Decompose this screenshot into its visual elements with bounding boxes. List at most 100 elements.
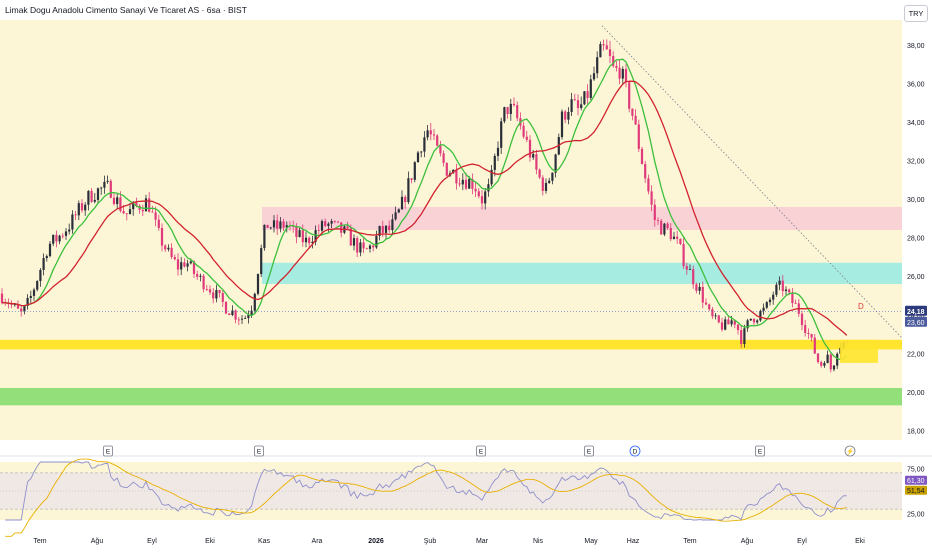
event-marker[interactable]: E [103, 445, 113, 457]
candle-body [701, 286, 704, 303]
candle-body [749, 318, 752, 321]
candle-body [429, 130, 432, 135]
candle-body [205, 289, 208, 290]
candle-body [58, 235, 61, 242]
candle-body [660, 220, 663, 235]
rsi-axis: 25,00 75,00 [907, 466, 925, 518]
candle-body [314, 230, 317, 242]
candle-body [781, 280, 784, 292]
candle-body [330, 221, 333, 224]
candle-body [759, 310, 762, 321]
price-tick-label: 28,00 [907, 236, 925, 243]
candle-body [96, 188, 100, 200]
candle-body [666, 223, 669, 229]
candle-body [39, 269, 42, 282]
event-marker[interactable]: E [476, 445, 486, 457]
candle-body [218, 289, 221, 294]
zone-red [262, 206, 902, 230]
candle-body [256, 274, 260, 294]
candle-body [634, 115, 637, 125]
zone-green [0, 387, 902, 406]
price-axis: 18,00 20,00 22,00 24,00 26,00 28,00 30,00 32,00… [907, 43, 925, 435]
candle-body [704, 302, 708, 305]
event-marker-label: E [587, 449, 592, 456]
event-marker-label: D [633, 449, 638, 456]
event-marker[interactable]: D [629, 445, 641, 457]
candle-body [106, 180, 109, 182]
candle-body [183, 262, 186, 267]
candle-body [500, 121, 503, 148]
candle-body [93, 199, 96, 202]
currency-button[interactable]: TRY [904, 5, 928, 22]
candle-body [263, 224, 266, 249]
candle-body [304, 237, 308, 243]
candle-body [378, 225, 381, 236]
candle-body [583, 91, 586, 105]
candle-body [436, 135, 439, 146]
candle-body [36, 281, 39, 290]
candle-body [167, 247, 170, 250]
candle-body [368, 245, 372, 249]
event-marker[interactable]: E [584, 445, 594, 457]
candle-body [10, 304, 13, 305]
candle-body [682, 244, 685, 267]
event-marker-box [584, 445, 594, 457]
candle-body [276, 220, 279, 229]
candle-body [48, 243, 52, 257]
candle-body [669, 228, 672, 240]
candle-body [778, 280, 781, 285]
candle-body [404, 196, 407, 203]
event-marker[interactable]: ⚡ [844, 445, 856, 457]
candle-body [612, 56, 615, 66]
rsi-ma-line [5, 458, 847, 537]
candle-body [455, 169, 458, 184]
candle-body [490, 169, 493, 185]
time-tick-label: Kas [258, 538, 271, 545]
candle-body [698, 286, 701, 291]
event-marker[interactable]: E [755, 445, 765, 457]
candle-body [439, 145, 442, 154]
time-tick-label: Ara [312, 538, 323, 545]
zone-cyan [262, 262, 902, 284]
rsi-line [5, 461, 847, 521]
price-tick-label: 22,00 [907, 351, 925, 358]
candle-body [676, 236, 679, 239]
candle-body [791, 292, 794, 304]
candle-body [503, 107, 506, 122]
candle-body [711, 309, 714, 317]
candle-body [442, 153, 445, 163]
highlight-box [840, 339, 878, 363]
candle-body [87, 190, 90, 205]
candle-body [836, 353, 839, 366]
candle-body [602, 44, 605, 46]
candle-body [269, 227, 272, 229]
candle-body [647, 178, 650, 192]
event-marker-circle [629, 445, 641, 457]
time-tick-label: Mar [476, 538, 489, 545]
candle-body [285, 225, 288, 228]
event-marker[interactable]: E [254, 445, 264, 457]
candle-body [506, 107, 509, 114]
candle-body [576, 100, 580, 109]
candle-body [308, 237, 311, 244]
candle-body [586, 91, 589, 98]
candle-body [445, 162, 448, 176]
candle-body [810, 333, 813, 338]
candle-body [733, 320, 736, 325]
candle-body [128, 209, 132, 215]
candle-body [192, 261, 196, 274]
time-tick-label: May [584, 538, 598, 545]
candle-body [295, 226, 298, 238]
event-marker-label: E [106, 449, 111, 456]
candle-body [80, 203, 84, 211]
candle-body [324, 221, 327, 226]
candle-body [32, 289, 36, 296]
candle-body [64, 231, 68, 236]
time-tick-label: Nis [533, 538, 544, 545]
candle-body [672, 236, 676, 240]
candle-body [493, 155, 496, 170]
candle-body [420, 151, 423, 153]
trendline [601, 25, 903, 339]
